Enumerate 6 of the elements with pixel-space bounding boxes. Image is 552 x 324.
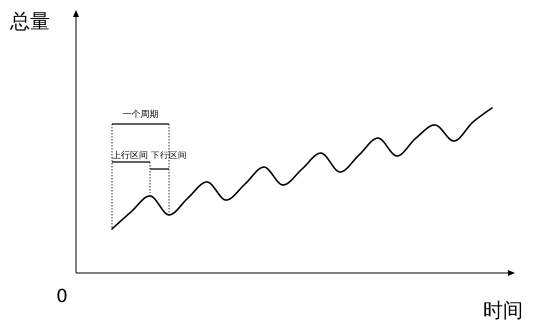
x-axis-title: 时间 [483, 298, 523, 322]
text: 0 [56, 286, 68, 307]
annotation: 下行区间 [151, 150, 187, 161]
y-axis-title: 总量 [9, 9, 50, 33]
annotation: 上行区间 [112, 150, 148, 161]
annotation: 一个周期 [122, 109, 158, 120]
